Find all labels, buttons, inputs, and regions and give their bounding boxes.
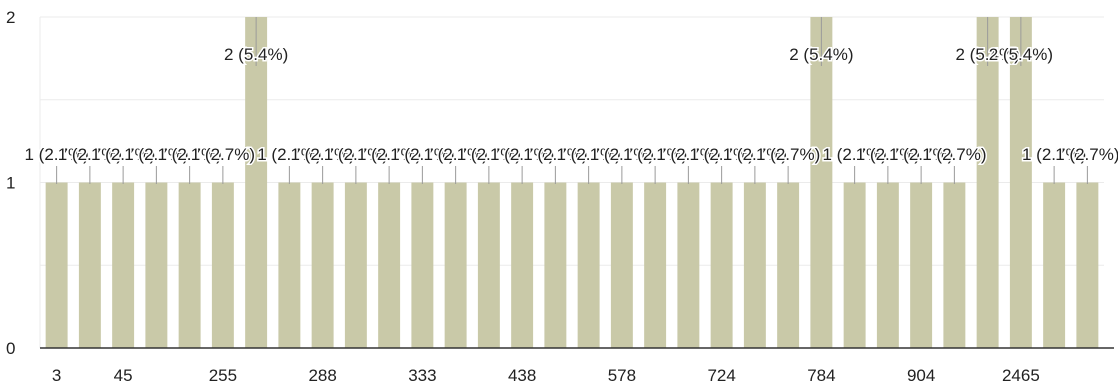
data-label: 1 (2.7%) <box>158 145 222 164</box>
data-label: 1 (2.7%) <box>922 145 986 164</box>
bar <box>1009 17 1032 348</box>
x-tick-label: 255 <box>209 366 237 385</box>
data-label: 1 (2.7%) <box>58 145 122 164</box>
x-tick-label: 45 <box>114 366 133 385</box>
data-label: 1 (2.7%) <box>756 145 820 164</box>
bar <box>743 182 766 348</box>
bar <box>145 182 168 348</box>
data-label: 1 (2.7%) <box>1022 145 1086 164</box>
bar <box>777 182 800 348</box>
data-label: 1 (2.7%) <box>91 145 155 164</box>
bar <box>943 182 966 348</box>
bar <box>378 182 401 348</box>
data-label: 1 (2.7%) <box>1055 145 1118 164</box>
bar <box>278 182 301 348</box>
x-tick-label: 904 <box>907 366 935 385</box>
bar <box>78 182 101 348</box>
data-label: 2 (5.4%) <box>224 45 288 64</box>
x-tick-label: 288 <box>308 366 336 385</box>
data-label: 1 (2.7%) <box>690 145 754 164</box>
bar <box>245 17 268 348</box>
bar <box>411 182 434 348</box>
data-label: 1 (2.7%) <box>291 145 355 164</box>
label-leaders <box>56 17 1088 184</box>
data-label: 1 (2.7%) <box>557 145 621 164</box>
bar <box>45 182 68 348</box>
bar <box>1076 182 1099 348</box>
data-label: 2 (5.4%) <box>989 45 1053 64</box>
data-label: 1 (2.7%) <box>390 145 454 164</box>
bar <box>344 182 367 348</box>
y-tick-label: 2 <box>6 8 15 27</box>
data-label: 1 (2.7%) <box>723 145 787 164</box>
bar <box>544 182 567 348</box>
x-tick-label: 784 <box>807 366 835 385</box>
y-tick-label: 0 <box>6 339 15 358</box>
bar <box>710 182 733 348</box>
bar <box>178 182 201 348</box>
x-tick-label: 2465 <box>1002 366 1040 385</box>
x-tick-label: 3 <box>52 366 61 385</box>
bar <box>976 17 999 348</box>
data-label: 2 (5.4%) <box>789 45 853 64</box>
bar <box>444 182 467 348</box>
bar <box>644 182 667 348</box>
bar <box>511 182 534 348</box>
data-label: 2 (5.4%) <box>956 45 1020 64</box>
bar <box>810 17 833 348</box>
data-label: 1 (2.7%) <box>490 145 554 164</box>
x-tick-label: 438 <box>508 366 536 385</box>
data-label: 1 (2.7%) <box>324 145 388 164</box>
bar <box>910 182 933 348</box>
bar <box>843 182 866 348</box>
data-label: 1 (2.7%) <box>823 145 887 164</box>
data-label: 1 (2.7%) <box>623 145 687 164</box>
data-label: 1 (2.7%) <box>656 145 720 164</box>
data-label: 1 (2.7%) <box>25 145 89 164</box>
data-label: 1 (2.7%) <box>856 145 920 164</box>
bar <box>677 182 700 348</box>
data-label: 1 (2.7%) <box>424 145 488 164</box>
bar <box>112 182 135 348</box>
bar <box>311 182 334 348</box>
y-axis-ticks: 0 1 2 <box>6 8 15 358</box>
x-axis-ticks: 3 45 255 288 333 438 578 724 784 904 2465 <box>52 366 1040 385</box>
y-tick-label: 1 <box>6 174 15 193</box>
bar <box>477 182 500 348</box>
bar <box>211 182 234 348</box>
data-label: 1 (2.7%) <box>257 145 321 164</box>
data-label: 1 (2.7%) <box>889 145 953 164</box>
data-label: 1 (2.7%) <box>590 145 654 164</box>
x-tick-label: 333 <box>408 366 436 385</box>
bars <box>45 17 1099 348</box>
data-labels: 1 (2.7%)1 (2.7%)1 (2.7%)1 (2.7%)1 (2.7%)… <box>23 44 1118 166</box>
bar <box>610 182 633 348</box>
x-tick-label: 724 <box>707 366 735 385</box>
bar <box>1043 182 1066 348</box>
data-label: 1 (2.7%) <box>523 145 587 164</box>
bar <box>577 182 600 348</box>
data-label: 1 (2.7%) <box>124 145 188 164</box>
x-tick-label: 578 <box>608 366 636 385</box>
bar <box>876 182 899 348</box>
data-label: 1 (2.7%) <box>457 145 521 164</box>
data-label: 1 (2.7%) <box>191 145 255 164</box>
data-label: 1 (2.7%) <box>357 145 421 164</box>
